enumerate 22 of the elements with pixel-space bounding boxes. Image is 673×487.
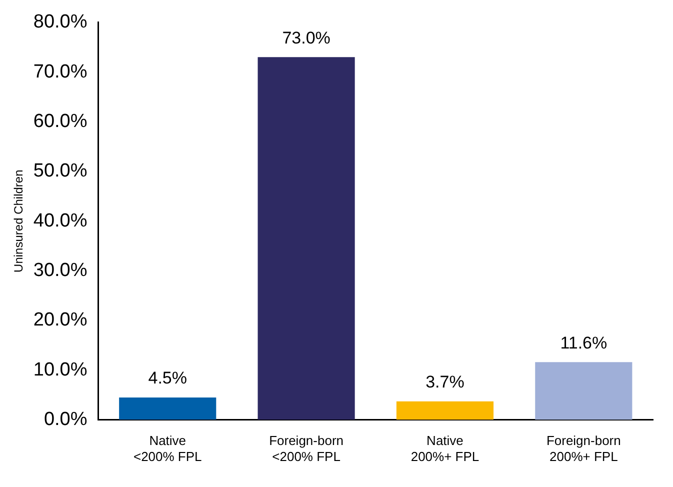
bar (535, 362, 632, 420)
x-tick-label: Foreign-born 200%+ FPL (546, 433, 621, 464)
y-tick-label: 10.0% (33, 359, 88, 380)
y-tick-label: 80.0% (33, 12, 88, 33)
data-label: 11.6% (560, 333, 608, 352)
x-tick-label: Native 200%+ FPL (410, 433, 480, 464)
data-label: 4.5% (148, 368, 187, 388)
x-tick-label: Foreign-born <200% FPL (269, 433, 344, 464)
x-tick-label: Native <200% FPL (133, 433, 202, 464)
y-tick-label: 60.0% (33, 110, 88, 132)
data-label: 3.7% (426, 372, 464, 392)
y-tick-label: 0.0% (44, 409, 88, 430)
y-tick-label: 30.0% (33, 260, 88, 282)
bar (258, 57, 355, 420)
y-tick-label: 70.0% (33, 61, 88, 82)
bar (119, 397, 216, 420)
y-tick-label: 20.0% (33, 310, 88, 331)
y-axis-title: Uninsured Children (12, 170, 26, 272)
bar (396, 401, 494, 420)
y-tick-label: 40.0% (33, 210, 88, 232)
y-tick-label: 50.0% (33, 160, 88, 182)
data-label: 73.0% (282, 28, 330, 48)
